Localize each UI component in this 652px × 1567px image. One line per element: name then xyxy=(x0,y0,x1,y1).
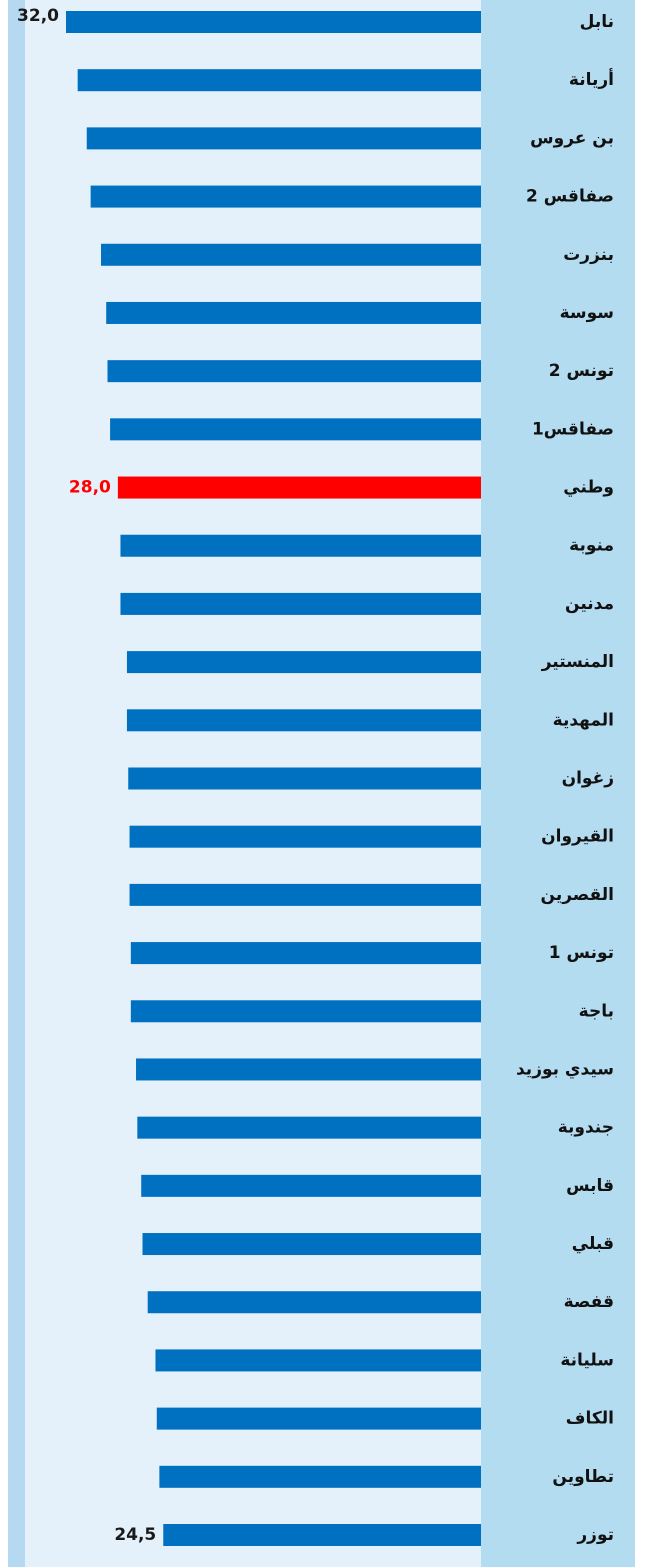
category-label: نابل xyxy=(580,12,614,32)
category-label: توزر xyxy=(576,1525,614,1545)
category-label: منوبة xyxy=(569,536,614,556)
bar xyxy=(107,360,481,383)
category-label: الكاف xyxy=(566,1409,614,1429)
bar xyxy=(163,1524,481,1546)
category-label: بن عروس xyxy=(530,128,614,148)
bar xyxy=(147,1291,481,1314)
category-label: تطاوين xyxy=(552,1467,614,1487)
category-label: أريانة xyxy=(569,68,614,90)
bar xyxy=(156,1407,481,1430)
bar xyxy=(66,11,481,33)
bar xyxy=(126,709,481,732)
category-label: جندوبة xyxy=(558,1118,614,1138)
bar xyxy=(120,592,481,615)
bar xyxy=(155,1349,481,1372)
category-label: قبلي xyxy=(572,1234,614,1254)
bar xyxy=(141,1174,481,1197)
category-label: صفاقس 2 xyxy=(526,187,614,207)
category-label: زغوان xyxy=(562,769,614,789)
category-label: قفصة xyxy=(564,1292,614,1312)
value-label: 24,5 xyxy=(114,1525,156,1545)
category-label: القصرين xyxy=(541,885,614,905)
bar xyxy=(126,651,481,674)
bar xyxy=(136,1058,481,1081)
left-strip xyxy=(8,0,25,1567)
category-area xyxy=(481,0,635,1567)
bar xyxy=(90,185,481,208)
category-label: مدنين xyxy=(565,594,614,614)
bar xyxy=(129,825,481,848)
bar xyxy=(120,534,481,557)
category-label: تونس 1 xyxy=(549,943,614,963)
category-label: بنزرت xyxy=(563,245,614,265)
value-label: 28,0 xyxy=(69,478,111,498)
bar xyxy=(142,1233,481,1256)
bar xyxy=(86,127,481,150)
category-label: صفاقس1 xyxy=(532,419,614,439)
category-label: القيروان xyxy=(541,827,614,847)
bar xyxy=(106,301,481,324)
bar xyxy=(110,418,481,441)
bar xyxy=(101,243,481,266)
category-label: باجة xyxy=(579,1001,614,1021)
category-label: تونس 2 xyxy=(549,361,614,381)
bar xyxy=(128,767,481,790)
category-label: سيدي بوزيد xyxy=(516,1059,614,1079)
bar xyxy=(137,1116,481,1139)
category-label: المنستير xyxy=(541,652,614,672)
bar xyxy=(130,942,481,965)
bar xyxy=(130,1000,481,1023)
category-label: سليانة xyxy=(560,1350,614,1370)
bar xyxy=(77,69,481,92)
bar xyxy=(129,883,481,906)
category-label: المهدية xyxy=(553,710,614,730)
bar xyxy=(159,1465,481,1488)
category-label: وطني xyxy=(563,478,614,498)
category-label: قابس xyxy=(566,1176,614,1196)
bar xyxy=(117,476,481,499)
value-label: 32,0 xyxy=(17,6,59,26)
category-label: سوسة xyxy=(560,303,614,323)
